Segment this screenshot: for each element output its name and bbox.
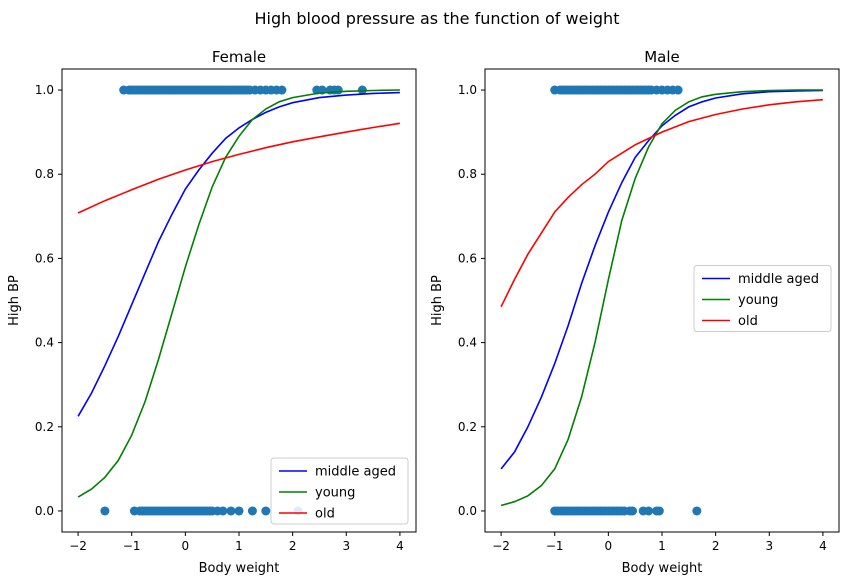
y-tick-label: 0.8 — [458, 167, 477, 181]
x-tick-label: 4 — [396, 539, 404, 553]
scatter-point — [100, 506, 110, 516]
y-tick-label: 0.4 — [35, 336, 54, 350]
panel-title: Female — [212, 48, 266, 66]
x-tick-label: 1 — [658, 539, 666, 553]
scatter-point — [234, 506, 244, 516]
y-axis-label: High BP — [7, 275, 22, 326]
scatter-point — [261, 506, 271, 516]
x-axis-label: Body weight — [199, 561, 280, 576]
scatter-point — [218, 506, 228, 516]
x-tick-label: 4 — [819, 539, 827, 553]
scatter-point — [333, 85, 343, 95]
legend-box — [270, 457, 409, 525]
y-axis-label: High BP — [430, 275, 445, 326]
x-axis-label: Body weight — [622, 561, 703, 576]
x-tick-label: −1 — [123, 539, 141, 553]
scatter-point — [277, 85, 287, 95]
series-line-old — [500, 98, 823, 308]
y-tick-label: 1.0 — [35, 83, 54, 97]
series-line-old — [77, 122, 401, 214]
x-tick-label: −1 — [546, 539, 564, 553]
x-tick-label: −2 — [69, 539, 87, 553]
y-tick-label: 0.0 — [458, 504, 477, 518]
series-line-middle-aged — [77, 91, 400, 417]
legend-label: young — [738, 293, 778, 308]
scatter-point — [226, 506, 236, 516]
x-tick-label: 0 — [182, 539, 190, 553]
y-tick-label: 0.8 — [35, 167, 54, 181]
y-tick-label: 0.6 — [458, 251, 477, 265]
scatter-point — [673, 85, 683, 95]
legend-label: middle aged — [738, 272, 819, 287]
legend-label: old — [738, 314, 758, 329]
scatter-point — [654, 506, 664, 516]
x-tick-label: 0 — [605, 539, 613, 553]
panel-title: Male — [644, 48, 680, 66]
scatter-point — [644, 506, 654, 516]
x-tick-label: 2 — [712, 539, 720, 553]
legend-box — [693, 265, 832, 332]
y-tick-label: 0.2 — [35, 420, 54, 434]
x-tick-label: 2 — [289, 539, 297, 553]
x-tick-label: 3 — [342, 539, 350, 553]
figure-suptitle: High blood pressure as the function of w… — [255, 9, 620, 28]
series-line-young — [500, 89, 823, 507]
series-line-middle-aged — [500, 89, 823, 470]
legend-label: middle aged — [315, 465, 396, 480]
scatter-point — [247, 506, 257, 516]
y-tick-label: 0.6 — [35, 251, 54, 265]
legend: middle aged young old — [270, 457, 409, 525]
x-tick-label: 3 — [765, 539, 773, 553]
scatter-point — [628, 506, 637, 516]
x-tick-label: −2 — [492, 539, 510, 553]
scatter-point — [692, 506, 702, 516]
y-tick-label: 0.4 — [458, 336, 477, 350]
series-line-young — [77, 89, 400, 498]
y-tick-label: 0.0 — [35, 504, 54, 518]
y-tick-label: 0.2 — [458, 420, 477, 434]
x-tick-label: 1 — [235, 539, 243, 553]
panel-female: Female −2 −1 0 1 2 3 4 0.0 0.2 0.4 0.6 0.8 1.0 Body we… — [7, 48, 417, 576]
legend-label: old — [315, 507, 335, 522]
panel-male: Male −2 −1 0 1 2 3 4 0.0 0.2 0.4 0.6 0.8 1.0 Body weig… — [430, 48, 840, 576]
legend-label: young — [315, 486, 355, 501]
y-tick-label: 1.0 — [458, 83, 477, 97]
legend: middle aged young old — [693, 265, 832, 332]
